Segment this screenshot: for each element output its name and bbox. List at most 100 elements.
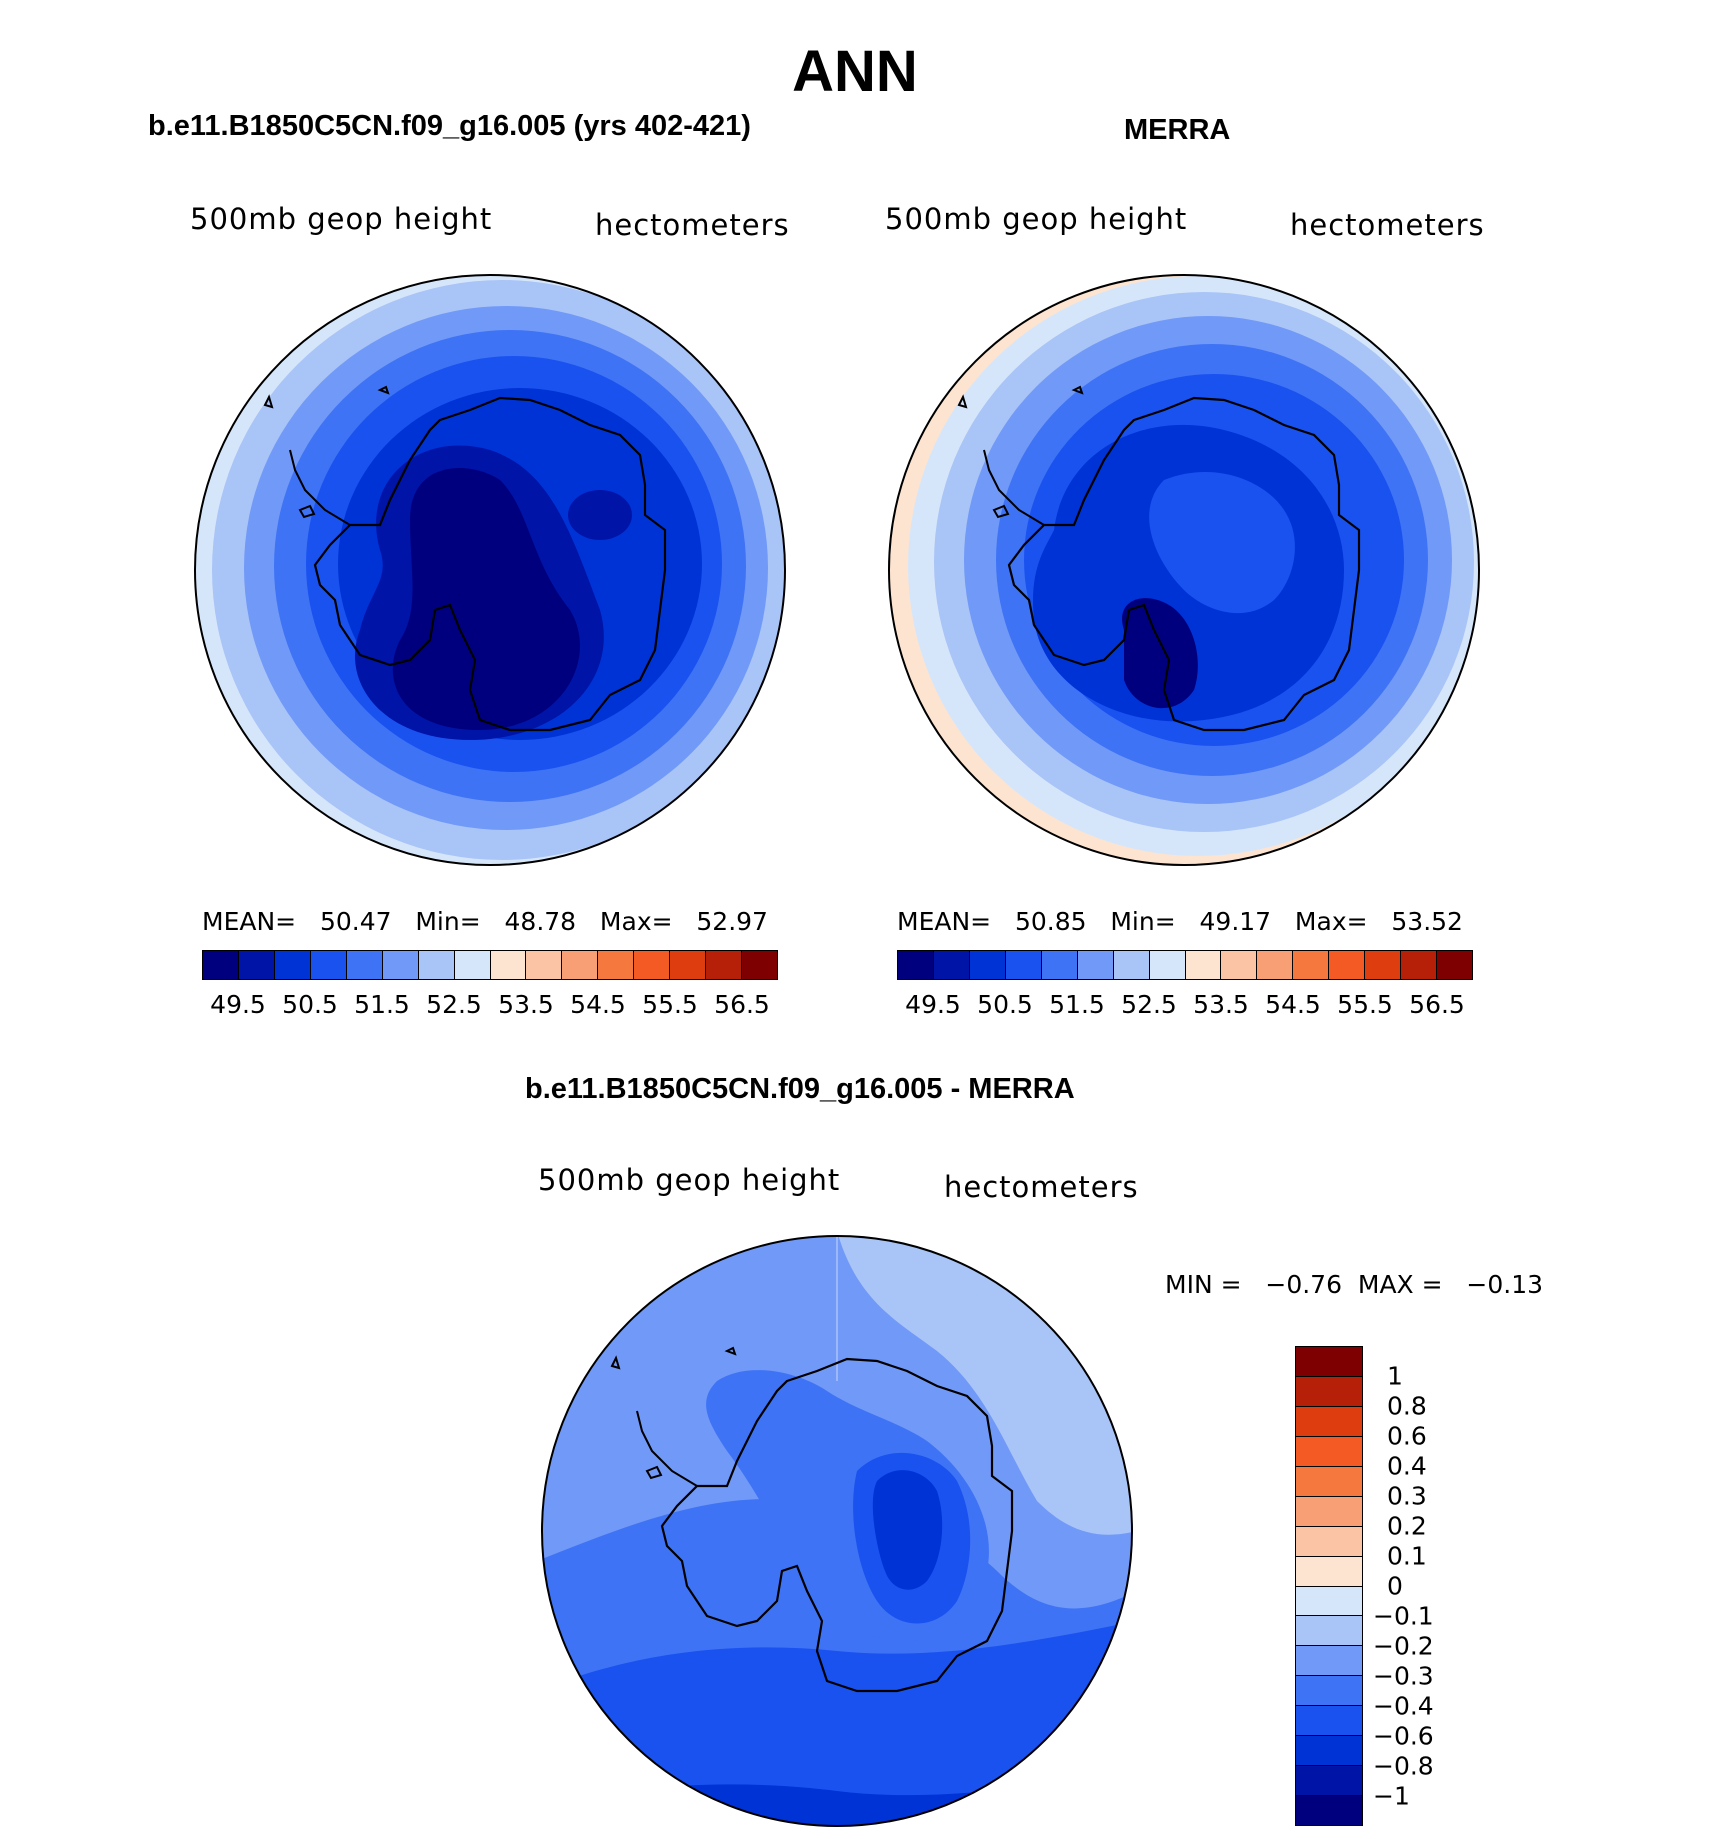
colorbar-tick-label: −0.6 [1373, 1721, 1434, 1751]
colorbar-swatch [1296, 1406, 1362, 1437]
colorbar-tick-label: 53.5 [1193, 990, 1249, 1019]
colorbar-tick-label: 52.5 [1121, 990, 1177, 1019]
colorbar-swatch [1221, 951, 1258, 979]
panel-3-units: hectometers [944, 1170, 1139, 1204]
colorbar-swatch [1296, 1586, 1362, 1617]
colorbar-swatch [1329, 951, 1366, 979]
panel-1-colorbar [202, 950, 778, 980]
colorbar-swatch [670, 951, 707, 979]
panel-2-colorbar-labels: 49.5 50.5 51.5 52.5 53.5 54.5 55.5 56.5 [897, 990, 1473, 1020]
colorbar-swatch [598, 951, 635, 979]
colorbar-swatch [1077, 951, 1114, 979]
colorbar-tick-label: −0.3 [1373, 1661, 1434, 1691]
colorbar-swatch [742, 951, 777, 979]
colorbar-swatch [1296, 1676, 1362, 1707]
colorbar-tick-label: 0 [1387, 1571, 1403, 1601]
colorbar-tick-label: 51.5 [1049, 990, 1105, 1019]
panel-3-title: b.e11.B1850C5CN.f09_g16.005 - MERRA [525, 1073, 1075, 1105]
colorbar-swatch [969, 951, 1006, 979]
colorbar-tick-label: −0.2 [1373, 1631, 1434, 1661]
colorbar-tick-label: 52.5 [426, 990, 482, 1019]
panel-1-map [194, 274, 786, 866]
colorbar-swatch [310, 951, 347, 979]
colorbar-tick-label: 49.5 [905, 990, 961, 1019]
colorbar-swatch [1296, 1496, 1362, 1527]
figure-title: ANN [792, 39, 918, 104]
colorbar-swatch [1296, 1766, 1362, 1797]
colorbar-swatch [634, 951, 671, 979]
colorbar-tick-label: 0.4 [1387, 1451, 1427, 1481]
colorbar-tick-label: −0.8 [1373, 1751, 1434, 1781]
panel-1-variable: 500mb geop height [190, 202, 493, 236]
colorbar-tick-label: 53.5 [498, 990, 554, 1019]
colorbar-swatch [203, 951, 239, 979]
colorbar-tick-label: 50.5 [977, 990, 1033, 1019]
colorbar-swatch [1041, 951, 1078, 979]
colorbar-tick-label: 54.5 [570, 990, 626, 1019]
panel-2-units: hectometers [1290, 208, 1485, 242]
colorbar-swatch [1296, 1347, 1362, 1377]
colorbar-swatch [1437, 951, 1472, 979]
colorbar-tick-label: 0.3 [1387, 1481, 1427, 1511]
colorbar-swatch [238, 951, 275, 979]
colorbar-swatch [1296, 1646, 1362, 1677]
panel-3-colorbar [1295, 1346, 1363, 1826]
colorbar-swatch [1185, 951, 1222, 979]
panel-1-stats: MEAN= 50.47 Min= 48.78 Max= 52.97 [202, 907, 768, 936]
colorbar-tick-label: 56.5 [1409, 990, 1465, 1019]
colorbar-tick-label: 0.2 [1387, 1511, 1427, 1541]
panel-2-stats: MEAN= 50.85 Min= 49.17 Max= 53.52 [897, 907, 1463, 936]
colorbar-swatch [490, 951, 527, 979]
colorbar-swatch [898, 951, 934, 979]
colorbar-swatch [1113, 951, 1150, 979]
colorbar-tick-label: 49.5 [210, 990, 266, 1019]
panel-1-units: hectometers [595, 208, 790, 242]
colorbar-swatch [1296, 1736, 1362, 1767]
colorbar-swatch [1293, 951, 1330, 979]
colorbar-swatch [1365, 951, 1402, 979]
panel-3-colorbar-labels: 1 0.8 0.6 0.4 0.3 0.2 0.1 0 −0.1 −0.2 −0.3 −0.4 −0.6… [1373, 1346, 1493, 1826]
colorbar-swatch [1296, 1796, 1362, 1825]
colorbar-swatch [1296, 1706, 1362, 1737]
colorbar-tick-label: −0.4 [1373, 1691, 1434, 1721]
colorbar-tick-label: 55.5 [642, 990, 698, 1019]
colorbar-swatch [562, 951, 599, 979]
colorbar-tick-label: 0.8 [1387, 1391, 1427, 1421]
colorbar-swatch [1149, 951, 1186, 979]
panel-2-variable: 500mb geop height [885, 202, 1188, 236]
colorbar-tick-label: 56.5 [714, 990, 770, 1019]
colorbar-swatch [346, 951, 383, 979]
panel-3-variable: 500mb geop height [538, 1163, 841, 1197]
colorbar-tick-label: −1 [1373, 1781, 1410, 1811]
colorbar-swatch [382, 951, 419, 979]
panel-1-title: b.e11.B1850C5CN.f09_g16.005 (yrs 402-421… [148, 110, 751, 142]
panel-2-map [888, 274, 1480, 866]
colorbar-tick-label: 54.5 [1265, 990, 1321, 1019]
colorbar-swatch [706, 951, 743, 979]
colorbar-swatch [526, 951, 563, 979]
colorbar-swatch [1296, 1376, 1362, 1407]
colorbar-tick-label: 50.5 [282, 990, 338, 1019]
colorbar-swatch [1296, 1466, 1362, 1497]
panel-3-map [541, 1235, 1133, 1827]
panel-2-colorbar [897, 950, 1473, 980]
panel-2-title: MERRA [1124, 114, 1231, 146]
colorbar-swatch [1401, 951, 1438, 979]
colorbar-swatch [1296, 1526, 1362, 1557]
panel-3-stats: MIN = −0.76 MAX = −0.13 [1165, 1270, 1544, 1299]
colorbar-tick-label: 0.6 [1387, 1421, 1427, 1451]
colorbar-tick-label: 51.5 [354, 990, 410, 1019]
colorbar-tick-label: 0.1 [1387, 1541, 1427, 1571]
colorbar-tick-label: 1 [1387, 1361, 1403, 1391]
colorbar-swatch [418, 951, 455, 979]
colorbar-swatch [933, 951, 970, 979]
colorbar-tick-label: −0.1 [1373, 1601, 1434, 1631]
colorbar-swatch [454, 951, 491, 979]
colorbar-swatch [1005, 951, 1042, 979]
colorbar-tick-label: 55.5 [1337, 990, 1393, 1019]
panel-1-colorbar-labels: 49.5 50.5 51.5 52.5 53.5 54.5 55.5 56.5 [202, 990, 778, 1020]
colorbar-swatch [1296, 1556, 1362, 1587]
colorbar-swatch [274, 951, 311, 979]
colorbar-swatch [1296, 1436, 1362, 1467]
colorbar-swatch [1257, 951, 1294, 979]
